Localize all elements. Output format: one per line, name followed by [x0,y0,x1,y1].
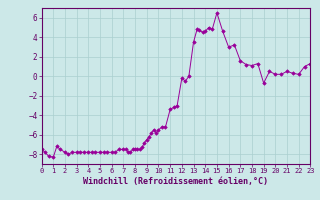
X-axis label: Windchill (Refroidissement éolien,°C): Windchill (Refroidissement éolien,°C) [84,177,268,186]
